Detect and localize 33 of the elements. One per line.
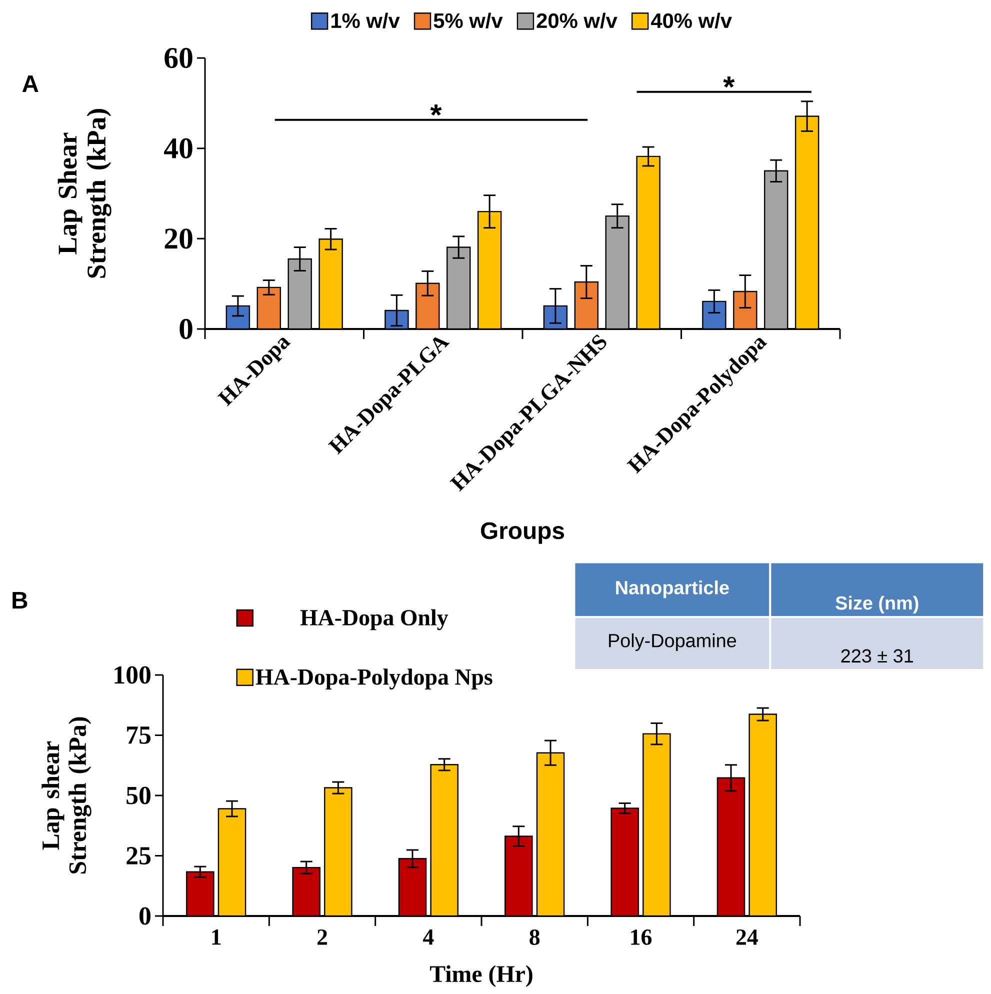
x-tick-label: 1: [212, 930, 221, 945]
legend-label: HA-Dopa Only: [300, 609, 448, 630]
text: Nanoparticle: [616, 580, 729, 598]
y-tick-label: 20: [164, 228, 192, 249]
x-tick-label: 2: [317, 930, 327, 945]
legend-label: 1% w/v: [331, 12, 400, 28]
annotation: *: [430, 104, 442, 116]
x-tick-label: 8: [530, 930, 540, 945]
legend-label: 20% w/v: [536, 12, 618, 28]
text: 223 ± 31: [841, 649, 913, 663]
legend-label: 5% w/v: [434, 12, 503, 28]
y-axis-title: Lap Shear Strength (kPa): [58, 109, 112, 278]
legend-label: HA-Dopa-Polydopa Nps: [256, 668, 492, 690]
x-axis-title: Time (Hr): [430, 965, 532, 987]
y-tick-label: 25: [126, 847, 151, 864]
legend-label: 40% w/v: [650, 12, 732, 28]
y-tick-label: 0: [180, 318, 192, 340]
y-tick-label: 50: [126, 786, 150, 804]
x-tick-label: 4: [423, 930, 434, 945]
x-tick-label: 24: [736, 930, 758, 945]
y-tick-label: 75: [127, 726, 151, 744]
text: Size (nm): [836, 596, 918, 614]
y-tick-label: 100: [114, 666, 150, 684]
y-tick-label: 40: [164, 138, 192, 158]
y-tick-label: 60: [164, 48, 192, 68]
x-axis-title: Groups: [480, 522, 564, 544]
x-tick-label: 16: [631, 930, 652, 945]
annotation: *: [723, 76, 735, 88]
text: A: [22, 76, 38, 92]
y-axis-title: Lap shear Strength (kPa): [42, 717, 92, 874]
text: Poly-Dopamine: [609, 633, 736, 652]
y-tick-label: 0: [140, 907, 150, 925]
text: B: [12, 592, 28, 609]
